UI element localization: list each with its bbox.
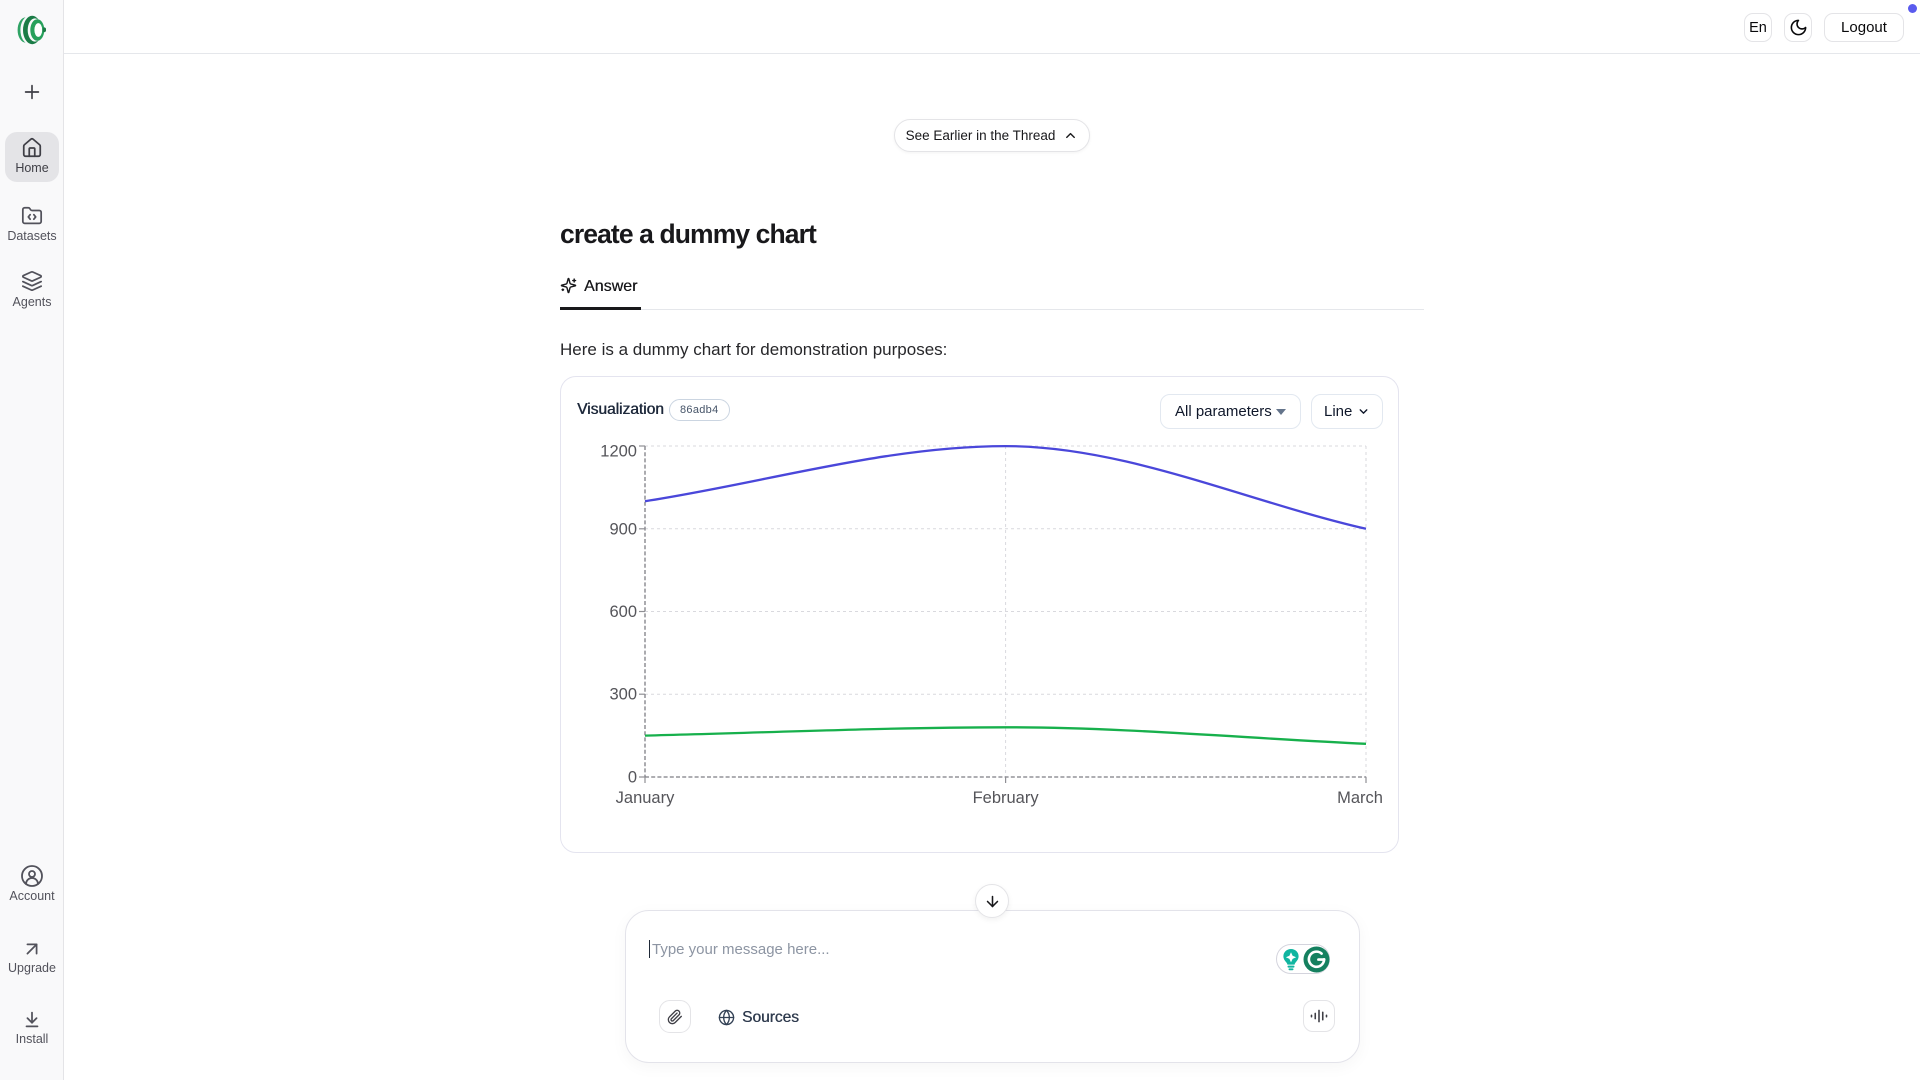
svg-text:300: 300 (609, 686, 637, 704)
svg-text:January: January (616, 789, 675, 807)
svg-text:0: 0 (628, 769, 637, 787)
svg-text:1200: 1200 (600, 443, 637, 461)
svg-text:900: 900 (609, 520, 637, 538)
svg-text:600: 600 (609, 603, 637, 621)
svg-text:March: March (1337, 789, 1383, 807)
svg-text:February: February (973, 789, 1040, 807)
